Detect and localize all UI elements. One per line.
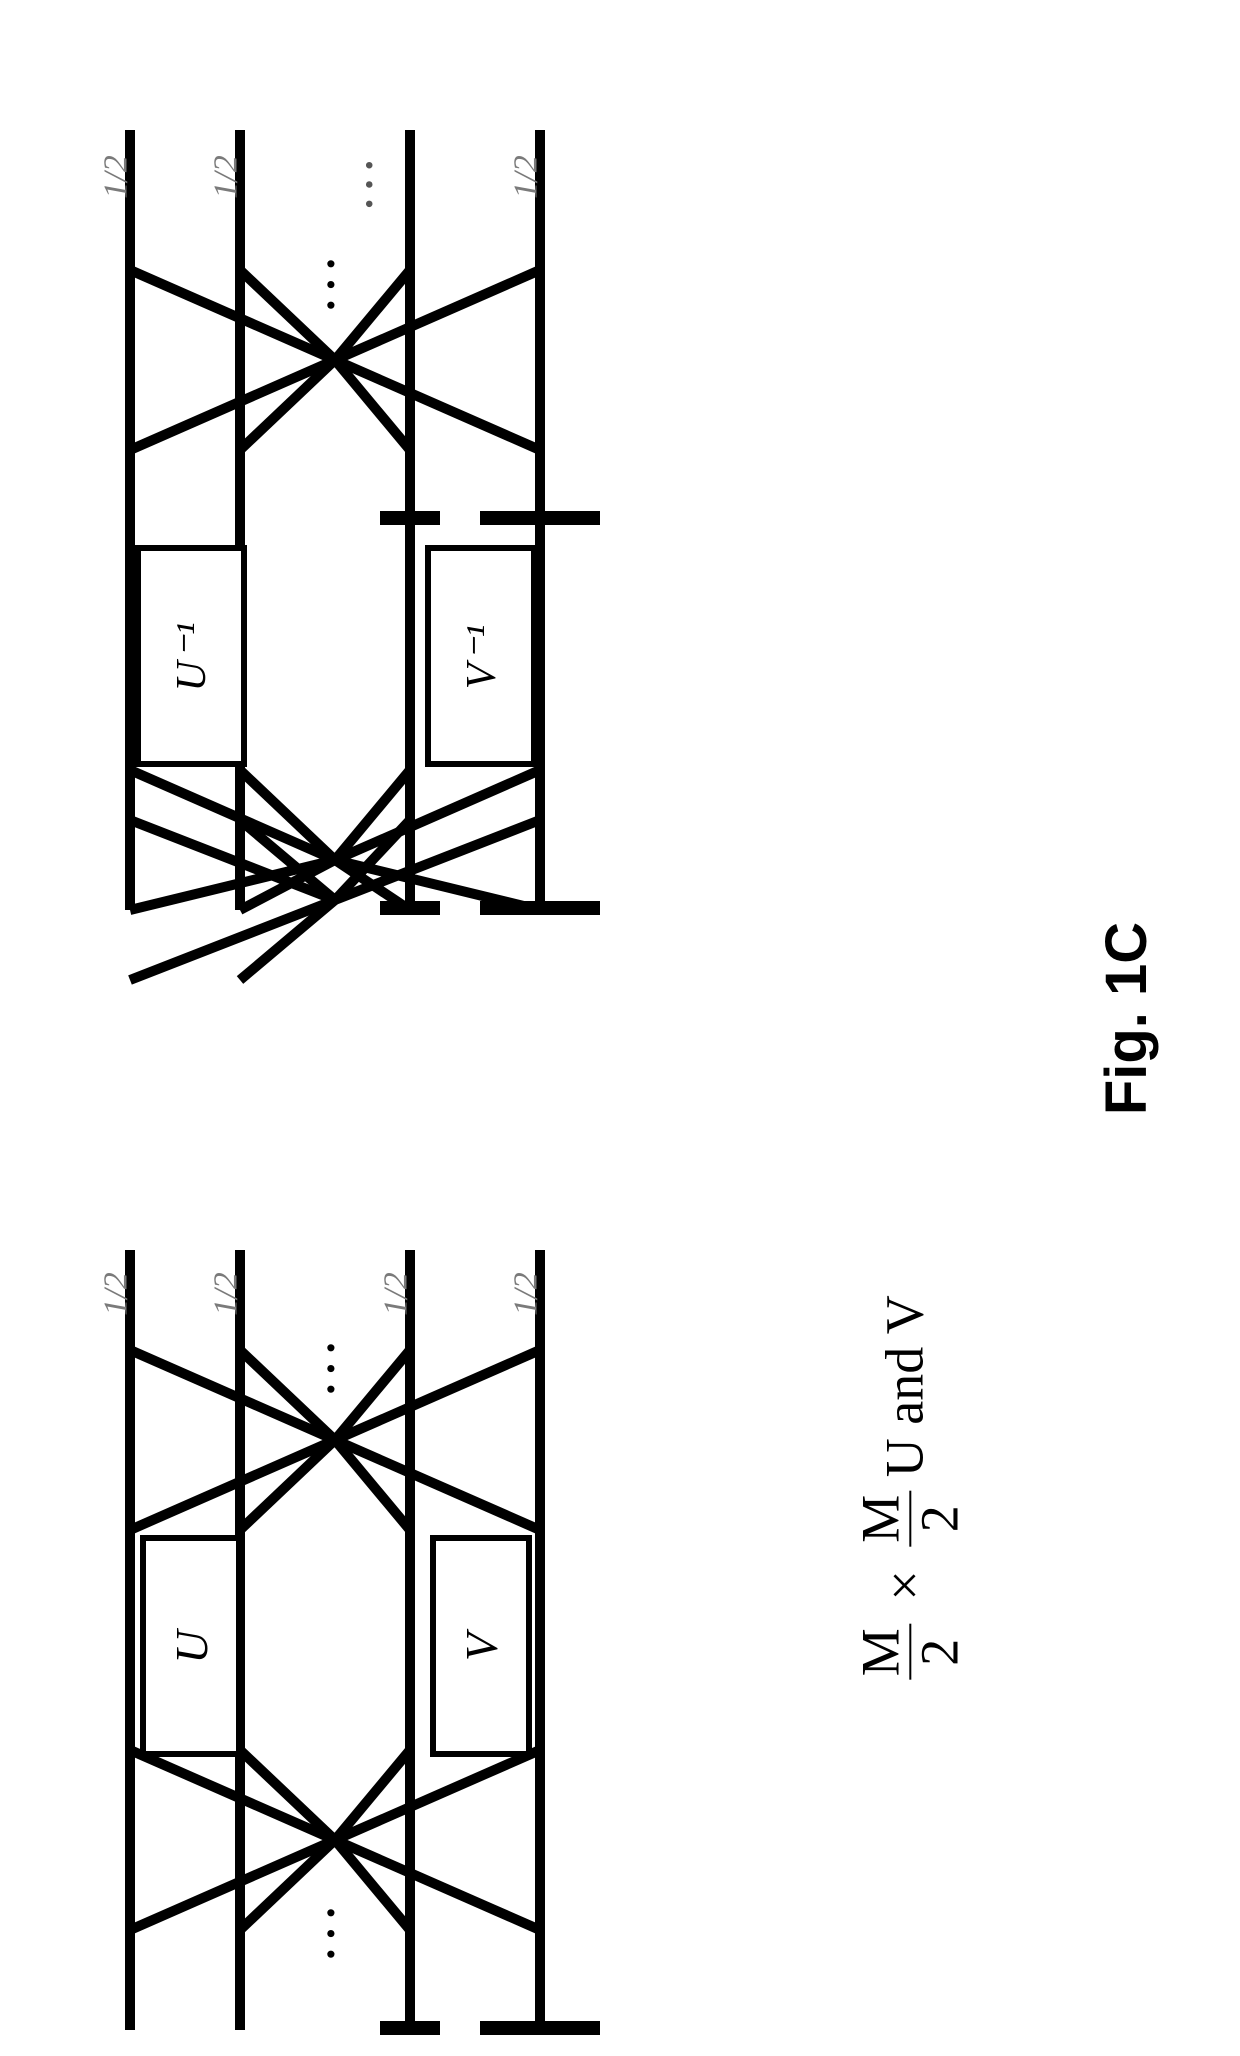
block-u-inv: U⁻¹ [135,545,247,767]
block-vinv-label: V⁻¹ [456,623,506,689]
half-label-r2: 1/2 [208,155,246,198]
equation: M 2 × M 2 U and V [852,1278,967,1698]
right-panel-crossings [0,0,1240,2056]
frac-m2-a: M 2 [852,1624,967,1680]
times-sign: × [874,1560,934,1610]
half-label-r4: 1/2 [508,155,546,198]
eq-tail: U and V [874,1295,934,1477]
half-label-r1: 1/2 [98,155,136,198]
figure-1c-canvas: U V 1/2 1/2 1/2 1/2 ··· ··· [0,0,1240,2056]
frac-m2-b: M 2 [852,1491,967,1547]
dots-right-upper: ··· [306,250,357,312]
dots-right-top-lbl: ··· [346,152,393,210]
figure-caption: Fig. 1C [1093,922,1160,1115]
block-v-inv: V⁻¹ [425,545,537,767]
block-uinv-label: U⁻¹ [166,620,216,691]
